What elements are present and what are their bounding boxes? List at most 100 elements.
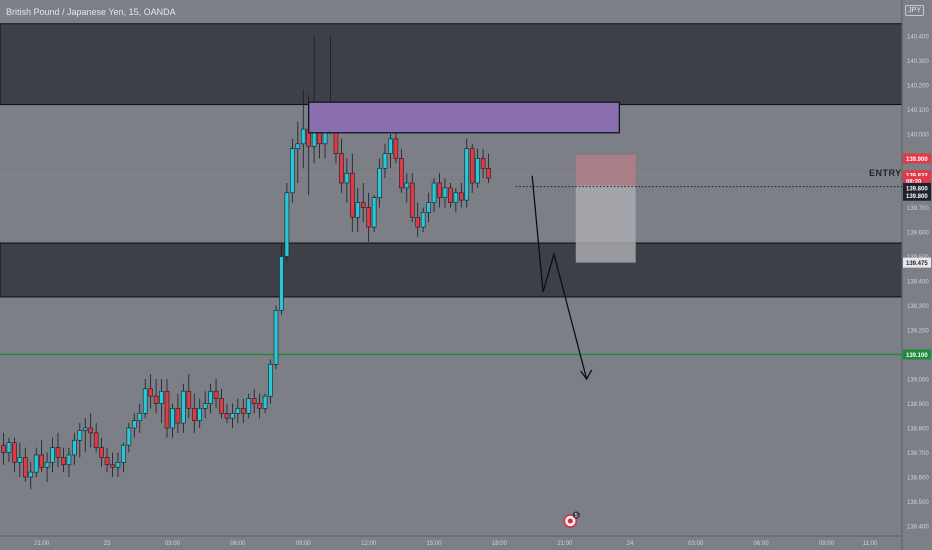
candle-body <box>93 432 99 448</box>
candle-body <box>349 172 355 218</box>
candle-body <box>82 427 88 431</box>
y-tick-label: 139.600 <box>907 231 929 237</box>
candle-body <box>197 408 202 421</box>
price-label: 08:20 <box>906 180 922 186</box>
candle-body <box>159 390 164 404</box>
candle-body <box>382 153 388 169</box>
candle-body <box>268 363 273 397</box>
candle-body <box>257 403 262 409</box>
take-profit-box <box>575 185 636 263</box>
candle-body <box>142 388 148 414</box>
candle-body <box>480 158 486 169</box>
candle-body <box>33 454 39 473</box>
candle-body <box>191 408 197 421</box>
price-label-box <box>903 170 931 181</box>
candle-body <box>213 390 219 399</box>
candle-body <box>262 395 268 409</box>
candle-body <box>475 158 480 184</box>
x-tick-label: 03:00 <box>688 541 704 547</box>
candle-body <box>437 182 442 198</box>
candle-body <box>339 153 344 184</box>
candle-body <box>388 138 393 154</box>
candle-body <box>170 408 175 429</box>
candle-body <box>371 197 377 228</box>
y-tick-label: 138.500 <box>907 500 929 506</box>
y-tick-label: 139.200 <box>907 329 929 335</box>
candle-body <box>420 212 426 228</box>
candle-body <box>104 457 110 466</box>
candle-body <box>132 420 137 429</box>
y-tick-label: 138.700 <box>907 451 929 457</box>
candle-body <box>148 388 153 397</box>
candle-body <box>72 439 77 456</box>
price-label-box <box>903 153 931 164</box>
candle-body <box>415 217 421 228</box>
candle-body <box>137 412 143 421</box>
candle-body <box>393 138 399 159</box>
x-tick-label: 23 <box>104 541 111 547</box>
y-tick-label: 140.400 <box>907 35 929 41</box>
x-tick-label: 09:00 <box>819 541 835 547</box>
candle-body <box>50 447 55 463</box>
price-label-box <box>903 176 931 187</box>
candle-body <box>61 457 66 466</box>
candle-body <box>377 168 382 199</box>
price-label: 139.900 <box>906 157 928 163</box>
price-label-box <box>903 349 931 360</box>
candle-body <box>448 187 453 203</box>
candle-body <box>44 461 50 468</box>
candle-body <box>77 430 83 441</box>
price-label-box <box>903 190 931 201</box>
candle-body <box>22 457 28 478</box>
x-tick-label: 12:00 <box>361 541 377 547</box>
symbol-title: British Pound / Japanese Yen, 15, OANDA <box>6 7 176 17</box>
candle-body <box>409 182 415 218</box>
candle-body <box>246 398 252 414</box>
x-tick-label: 09:00 <box>296 541 312 547</box>
candle-body <box>426 202 431 213</box>
y-tick-label: 140.200 <box>907 84 929 90</box>
candle-body <box>39 454 44 468</box>
candle-body <box>219 398 224 414</box>
y-tick-label: 139.700 <box>907 206 929 212</box>
y-tick-label: 138.600 <box>907 476 929 482</box>
candle-body <box>431 182 437 203</box>
candle-body <box>251 398 257 404</box>
candle-body <box>360 202 366 208</box>
y-tick-label: 139.000 <box>907 378 929 384</box>
candle-body <box>230 412 235 419</box>
candle-body <box>164 390 170 429</box>
y-tick-label: 138.800 <box>907 427 929 433</box>
candle-body <box>186 390 192 409</box>
candle-body <box>295 143 301 150</box>
candle-body <box>175 408 181 424</box>
candle-body <box>17 457 23 463</box>
candle-body <box>279 256 284 311</box>
x-tick-label: 15:00 <box>427 541 443 547</box>
event-count-bubble <box>572 511 580 519</box>
candle-body <box>469 148 475 184</box>
candle-body <box>453 192 459 203</box>
candle-body <box>284 192 290 257</box>
upper-zone <box>0 23 903 106</box>
candle-body <box>6 442 12 453</box>
forecast-arrow-head <box>580 369 593 381</box>
candle-body <box>115 461 121 468</box>
candle-body <box>300 128 306 145</box>
y-tick-label: 140.300 <box>907 59 929 65</box>
currency-badge[interactable]: JPY <box>905 5 924 16</box>
candle-body <box>486 168 491 179</box>
price-label: 139.800 <box>906 194 928 200</box>
forecast-arrow <box>531 175 588 380</box>
y-tick-label: 138.400 <box>907 525 929 531</box>
price-label: 139.800 <box>906 186 928 192</box>
y-tick-label: 140.000 <box>907 133 929 139</box>
entry-label: ENTRY <box>869 168 902 178</box>
y-tick-label: 138.900 <box>907 402 929 408</box>
x-tick-label: 11:00 <box>863 541 878 547</box>
stop-loss-box <box>575 154 636 186</box>
candle-body <box>12 442 17 463</box>
supply-zone <box>308 101 620 134</box>
